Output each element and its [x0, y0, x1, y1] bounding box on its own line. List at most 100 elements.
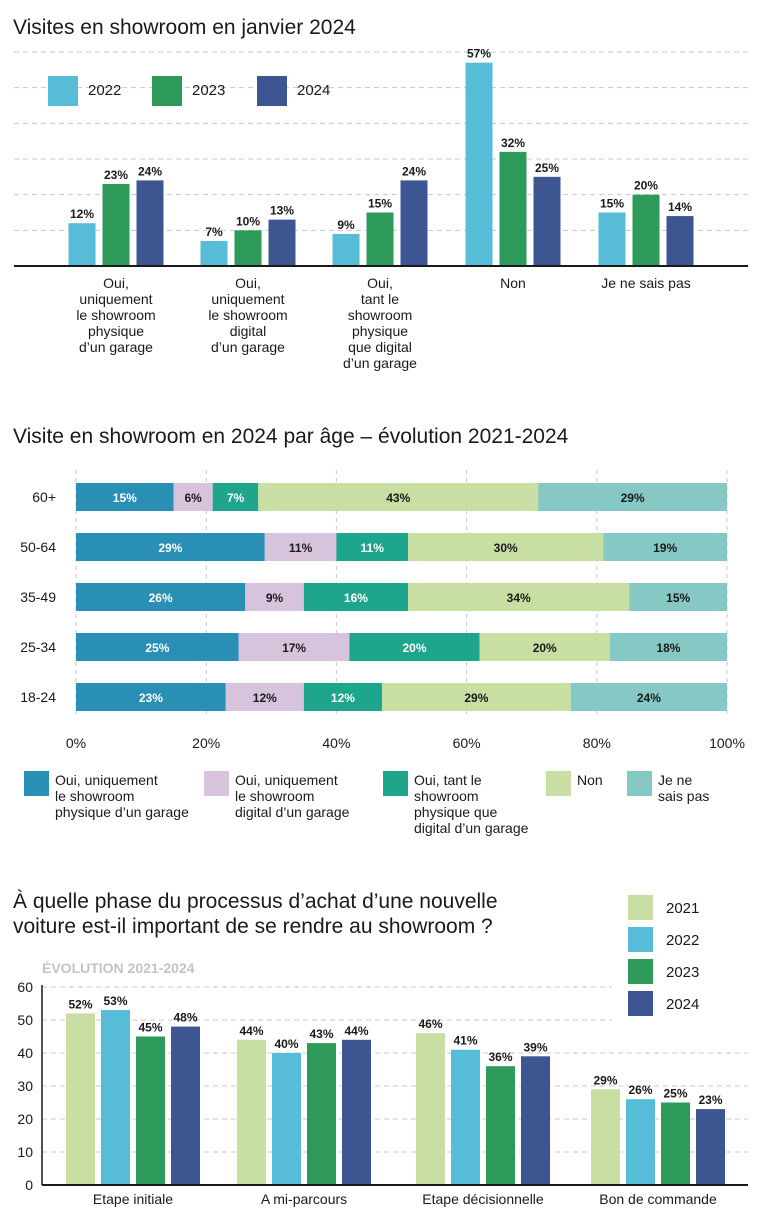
y-tick-label: 20 — [17, 1111, 33, 1127]
segment-2 — [303, 683, 382, 711]
legend-label: Non — [577, 772, 603, 788]
category-label: Oui, uniquement le showroom digital d’un gar… — [208, 275, 287, 355]
bar-2024 — [342, 1039, 371, 1185]
segment-3 — [408, 533, 604, 561]
y-tick-label: 30 — [17, 1078, 33, 1094]
x-tick-label: 40% — [322, 735, 350, 751]
segment-0 — [76, 583, 246, 611]
legend-label: 2022 — [88, 82, 121, 99]
bar-2024 — [533, 176, 561, 266]
segment-1 — [225, 683, 304, 711]
segment-value-label: 29% — [621, 491, 645, 505]
segment-1 — [264, 533, 337, 561]
bar-2022 — [465, 62, 493, 267]
bar-value-label: 15% — [368, 197, 392, 211]
bar-2024 — [521, 1056, 550, 1185]
bar-value-label: 32% — [501, 136, 525, 150]
legend-item-2024: 2024 — [628, 991, 699, 1016]
legend-swatch — [48, 76, 78, 106]
y-tick-label: 50 — [17, 1012, 33, 1028]
bar-2022 — [272, 1053, 301, 1185]
segment-0 — [76, 483, 174, 511]
segment-value-label: 15% — [666, 591, 690, 605]
segment-value-label: 17% — [282, 641, 306, 655]
segment-1 — [245, 583, 304, 611]
segment-4 — [570, 683, 727, 711]
age-label: 35-49 — [20, 589, 56, 605]
bar-2023 — [136, 1036, 165, 1185]
bar-group-2: 9% 15% 24% Oui, tant le showroom physique que d… — [332, 164, 428, 371]
segment-3 — [408, 583, 630, 611]
x-tick-label: 20% — [192, 735, 220, 751]
category-label: Oui, tant le showroom physique que digital d’… — [343, 275, 417, 371]
bar-2023 — [234, 230, 262, 266]
bar-value-label: 25% — [663, 1087, 687, 1101]
legend-swatch — [204, 771, 229, 796]
segment-value-label: 7% — [227, 491, 245, 505]
category-label: Je ne sais pas — [601, 275, 691, 291]
segment-2 — [336, 533, 409, 561]
bar-group-2: 46% 41% 36% 39% Etape décisionnelle — [416, 1017, 550, 1207]
segment-value-label: 34% — [507, 591, 531, 605]
bar-value-label: 40% — [274, 1037, 298, 1051]
segment-4 — [538, 483, 727, 511]
x-tick-label: 0% — [66, 735, 86, 751]
bar-group-0: 52% 53% 45% 48% Etape initiale — [66, 994, 200, 1207]
x-tick-label: 80% — [583, 735, 611, 751]
bar-2023 — [632, 194, 660, 266]
segment-value-label: 26% — [149, 591, 173, 605]
segment-0 — [76, 683, 226, 711]
bar-value-label: 44% — [239, 1024, 263, 1038]
chart-visites-janvier-2024: Visites en showroom en janvier 2024 2022 2… — [13, 16, 748, 371]
category-label: Etape initiale — [93, 1191, 173, 1207]
legend-swatch — [546, 771, 571, 796]
bar-value-label: 25% — [535, 161, 559, 175]
legend-swatch — [628, 895, 653, 920]
segment-value-label: 23% — [139, 691, 163, 705]
segment-value-label: 29% — [158, 541, 182, 555]
bar-2022 — [200, 241, 228, 266]
segment-value-label: 25% — [145, 641, 169, 655]
age-label: 60+ — [32, 489, 56, 505]
bar-2022 — [332, 233, 360, 266]
legend-label: 2024 — [297, 82, 330, 99]
segment-value-label: 12% — [331, 691, 355, 705]
segment-3 — [258, 483, 539, 511]
chart-title: Visite en showroom en 2024 par âge – évo… — [13, 425, 569, 448]
legend-label: Je ne sais pas — [658, 772, 709, 804]
bar-value-label: 23% — [698, 1093, 722, 1107]
segment-value-label: 30% — [494, 541, 518, 555]
bar-2023 — [661, 1102, 690, 1185]
segment-3 — [381, 683, 571, 711]
bar-value-label: 52% — [68, 997, 92, 1011]
bar-2021 — [66, 1013, 95, 1185]
bar-group-1: 7% 10% 13% Oui, uniquement le showroom digital… — [200, 204, 296, 355]
legend-swatch — [383, 771, 408, 796]
segment-value-label: 6% — [185, 491, 203, 505]
bar-value-label: 10% — [236, 214, 260, 228]
segment-4 — [609, 633, 727, 661]
chart-phase-achat: À quelle phase du processus d’achat d’un… — [13, 882, 748, 1207]
bar-value-label: 24% — [402, 164, 426, 178]
x-tick-label: 60% — [453, 735, 481, 751]
bar-value-label: 9% — [337, 218, 355, 232]
category-label: Bon de commande — [599, 1191, 717, 1207]
bar-2024 — [696, 1109, 725, 1185]
segment-value-label: 43% — [386, 491, 410, 505]
legend-label: 2023 — [192, 82, 225, 99]
legend-item-2: Oui, tant le showroom physique que digital … — [383, 771, 529, 836]
row-35-49: 35-49 26% 9% 16% 34% 15% — [20, 583, 727, 611]
y-tick-label: 10 — [17, 1144, 33, 1160]
bar-value-label: 57% — [467, 47, 491, 61]
bar-2023 — [366, 212, 394, 266]
bar-2023 — [307, 1043, 336, 1185]
bar-2023 — [486, 1066, 515, 1185]
segment-value-label: 29% — [464, 691, 488, 705]
segment-value-label: 19% — [653, 541, 677, 555]
legend-swatch — [257, 76, 287, 106]
bar-value-label: 20% — [634, 179, 658, 193]
bar-2024 — [400, 180, 428, 266]
legend-item-4: Je ne sais pas — [627, 771, 709, 804]
bar-2022 — [68, 223, 96, 266]
